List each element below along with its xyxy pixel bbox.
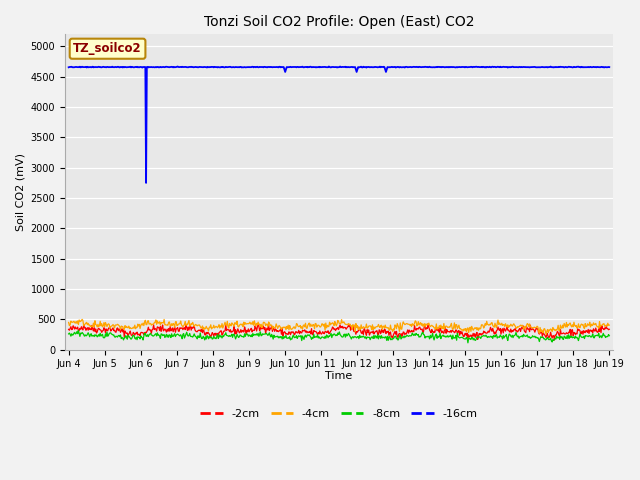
- X-axis label: Time: Time: [325, 371, 353, 381]
- Title: Tonzi Soil CO2 Profile: Open (East) CO2: Tonzi Soil CO2 Profile: Open (East) CO2: [204, 15, 474, 29]
- Text: TZ_soilco2: TZ_soilco2: [73, 42, 142, 55]
- Y-axis label: Soil CO2 (mV): Soil CO2 (mV): [15, 153, 25, 231]
- Legend: -2cm, -4cm, -8cm, -16cm: -2cm, -4cm, -8cm, -16cm: [196, 404, 482, 423]
